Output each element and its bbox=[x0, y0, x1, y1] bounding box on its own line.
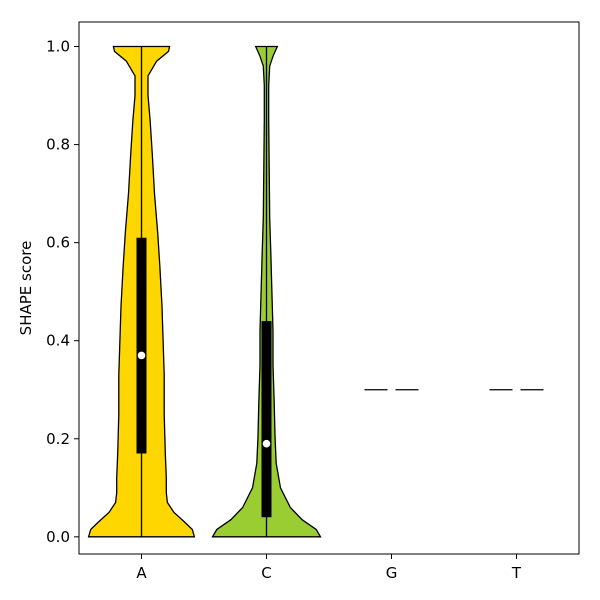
iqr-box-c bbox=[261, 321, 272, 518]
axes: 0.0 0.2 0.4 0.6 0.8 1.0 A C G T bbox=[46, 38, 522, 582]
x-tick-label: C bbox=[261, 564, 271, 582]
iqr-box-a bbox=[136, 237, 147, 454]
y-tick-label: 0.4 bbox=[46, 332, 70, 350]
y-tick-label: 0.2 bbox=[46, 430, 70, 448]
y-tick-label: 0.8 bbox=[46, 136, 70, 154]
median-dot-c bbox=[262, 439, 271, 448]
y-tick-label: 0.6 bbox=[46, 234, 70, 252]
x-tick-label: T bbox=[511, 564, 522, 582]
plot-frame bbox=[78, 21, 580, 555]
y-axis-title: SHAPE score bbox=[17, 241, 35, 336]
plot-area bbox=[87, 45, 544, 538]
x-tick-label: A bbox=[136, 564, 147, 582]
y-tick-label: 1.0 bbox=[46, 38, 70, 56]
median-dot-a bbox=[137, 351, 146, 360]
y-tick-label: 0.0 bbox=[46, 528, 70, 546]
x-tick-label: G bbox=[386, 564, 398, 582]
